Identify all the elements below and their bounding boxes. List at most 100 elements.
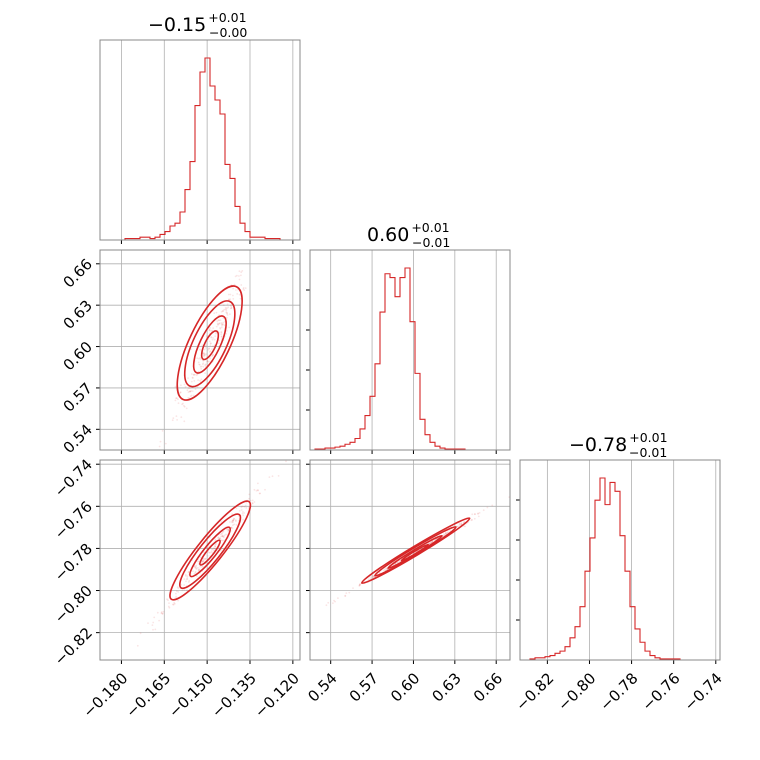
sample-point — [235, 507, 238, 510]
y-tick-labels-param-2: 0.54 0.57 0.60 0.63 0.66 — [60, 255, 96, 457]
sample-point — [211, 348, 213, 351]
sample-point — [204, 557, 207, 560]
sample-point — [203, 352, 205, 355]
sample-point — [358, 584, 361, 586]
sample-point — [215, 325, 218, 328]
sample-point — [245, 501, 248, 504]
sample-point — [474, 513, 476, 515]
contour-level — [189, 526, 231, 578]
contour-level — [200, 330, 220, 361]
sample-point — [226, 316, 228, 319]
sample-point — [358, 585, 361, 587]
sample-point — [227, 528, 230, 530]
sample-point — [161, 430, 164, 432]
sample-point — [188, 387, 191, 389]
sample-point — [214, 545, 217, 548]
sample-point — [214, 544, 216, 547]
sample-point — [220, 330, 223, 333]
sample-point — [238, 275, 240, 277]
sample-point — [462, 522, 465, 524]
sample-point — [152, 621, 155, 624]
sample-point — [172, 603, 174, 606]
sample-point — [193, 572, 196, 575]
sample-point — [221, 532, 223, 535]
sample-point — [232, 298, 235, 300]
sample-point — [219, 537, 222, 540]
sample-point — [177, 402, 180, 405]
sample-point — [205, 353, 208, 355]
sample-point — [444, 533, 447, 535]
sample-point — [217, 537, 220, 540]
sample-point — [443, 533, 445, 536]
sample-point — [245, 507, 248, 509]
sample-point — [187, 387, 190, 390]
sample-point — [200, 378, 203, 381]
sample-point — [229, 521, 231, 523]
sample-point — [240, 274, 242, 277]
sample-point — [206, 554, 209, 557]
sample-point — [236, 274, 238, 277]
sample-point — [444, 531, 447, 534]
sample-point — [222, 539, 225, 542]
sample-point — [175, 592, 177, 595]
sample-point — [218, 322, 221, 325]
x-tick-label: −0.150 — [165, 669, 217, 721]
sample-point — [171, 419, 174, 422]
sample-point — [199, 348, 202, 351]
sample-point — [199, 379, 202, 382]
sample-point — [428, 542, 431, 545]
sample-point — [359, 583, 361, 585]
sample-point — [229, 298, 232, 301]
sample-point — [192, 570, 194, 573]
title-param-2-sub: −0.01 — [412, 235, 450, 250]
sample-point — [210, 550, 213, 553]
sample-point — [192, 373, 195, 376]
sample-point — [208, 329, 211, 332]
sample-point — [218, 339, 220, 342]
sample-point — [219, 326, 222, 329]
sample-point — [219, 327, 222, 330]
sample-point — [153, 616, 156, 619]
sample-point — [206, 360, 209, 363]
sample-point — [238, 510, 241, 512]
x-tick-label: −0.180 — [79, 669, 131, 721]
sample-point — [222, 323, 224, 326]
sample-point — [197, 566, 199, 569]
sample-point — [220, 520, 223, 523]
contour-level — [169, 500, 252, 601]
sample-point — [345, 592, 348, 594]
sample-point — [211, 354, 214, 356]
sample-point — [212, 548, 214, 551]
sample-point — [382, 569, 385, 572]
sample-point — [486, 506, 489, 509]
sample-point — [222, 321, 225, 324]
sample-point — [199, 364, 201, 366]
title-param-2-main: 0.60 — [367, 224, 409, 246]
sample-point — [197, 560, 199, 563]
x-tick-label: 0.54 — [304, 669, 340, 705]
sample-point — [256, 489, 259, 491]
sample-point — [209, 357, 212, 360]
x-tick-label: 0.66 — [470, 669, 506, 705]
contour-level — [360, 517, 471, 585]
x-tick-label: −0.82 — [512, 669, 557, 714]
sample-point — [460, 522, 462, 524]
sample-point — [158, 445, 161, 448]
sample-point — [243, 289, 246, 291]
x-tick-label: −0.74 — [681, 669, 726, 714]
sample-point — [241, 512, 244, 515]
sample-point — [232, 287, 235, 290]
sample-point — [201, 559, 204, 562]
sample-point — [204, 558, 207, 561]
sample-point — [217, 323, 220, 326]
sample-point — [191, 390, 194, 392]
sample-point — [173, 601, 176, 604]
sample-point — [214, 538, 217, 541]
sample-point — [211, 329, 213, 332]
sample-point — [458, 523, 461, 526]
sample-point — [348, 591, 351, 594]
sample-point — [181, 589, 184, 592]
sample-point — [166, 598, 168, 601]
sample-point — [175, 397, 178, 399]
sample-point — [224, 308, 227, 311]
